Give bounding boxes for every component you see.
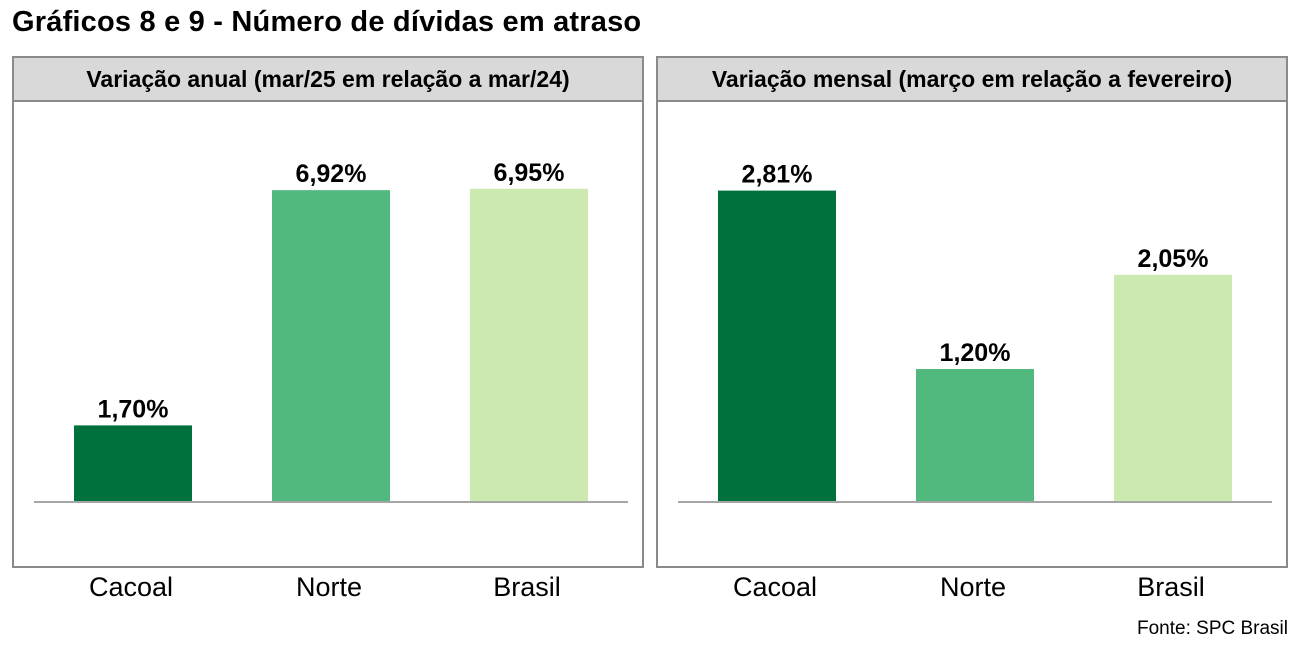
annual-data-label-norte: 6,92% [296,160,367,188]
annual-variation-chart: Variação anual (mar/25 em relação a mar/… [12,56,644,568]
monthly-category-norte: Norte [939,572,1007,602]
annual-data-label-cacoal: 1,70% [98,395,169,423]
annual-bar-norte [272,190,390,502]
monthly-variation-chart: Variação mensal (março em relação a feve… [656,56,1288,568]
annual-data-label-brasil: 6,95% [494,159,565,187]
monthly-bar-cacoal [718,190,836,502]
source-note: Fonte: SPC Brasil [1137,618,1288,639]
annual-chart-title: Variação anual (mar/25 em relação a mar/… [14,58,642,102]
monthly-chart-svg: 2,81% 1,20% 2,05% [678,161,1272,503]
monthly-bar-norte [916,369,1034,502]
monthly-data-label-norte: 1,20% [940,339,1011,367]
monthly-data-label-cacoal: 2,81% [742,161,813,189]
monthly-category-brasil: Brasil [1137,572,1205,602]
monthly-chart-title: Variação mensal (março em relação a feve… [658,58,1286,102]
annual-category-brasil: Brasil [493,572,561,602]
annual-category-norte: Norte [295,572,363,602]
page-title: Gráficos 8 e 9 - Número de dívidas em at… [12,6,642,38]
annual-chart-plot: 1,70% 6,92% 6,95% [14,102,642,566]
annual-bar-brasil [470,188,588,502]
annual-bar-cacoal [74,425,192,502]
monthly-chart-plot: 2,81% 1,20% 2,05% [658,102,1286,566]
monthly-category-cacoal: Cacoal [732,572,818,602]
monthly-bar-brasil [1114,274,1232,502]
monthly-data-label-brasil: 2,05% [1138,245,1209,273]
annual-category-cacoal: Cacoal [88,572,174,602]
annual-category-labels: Cacoal Norte Brasil [12,572,644,612]
annual-chart-svg: 1,70% 6,92% 6,95% [34,159,628,503]
monthly-category-labels: Cacoal Norte Brasil [656,572,1288,612]
